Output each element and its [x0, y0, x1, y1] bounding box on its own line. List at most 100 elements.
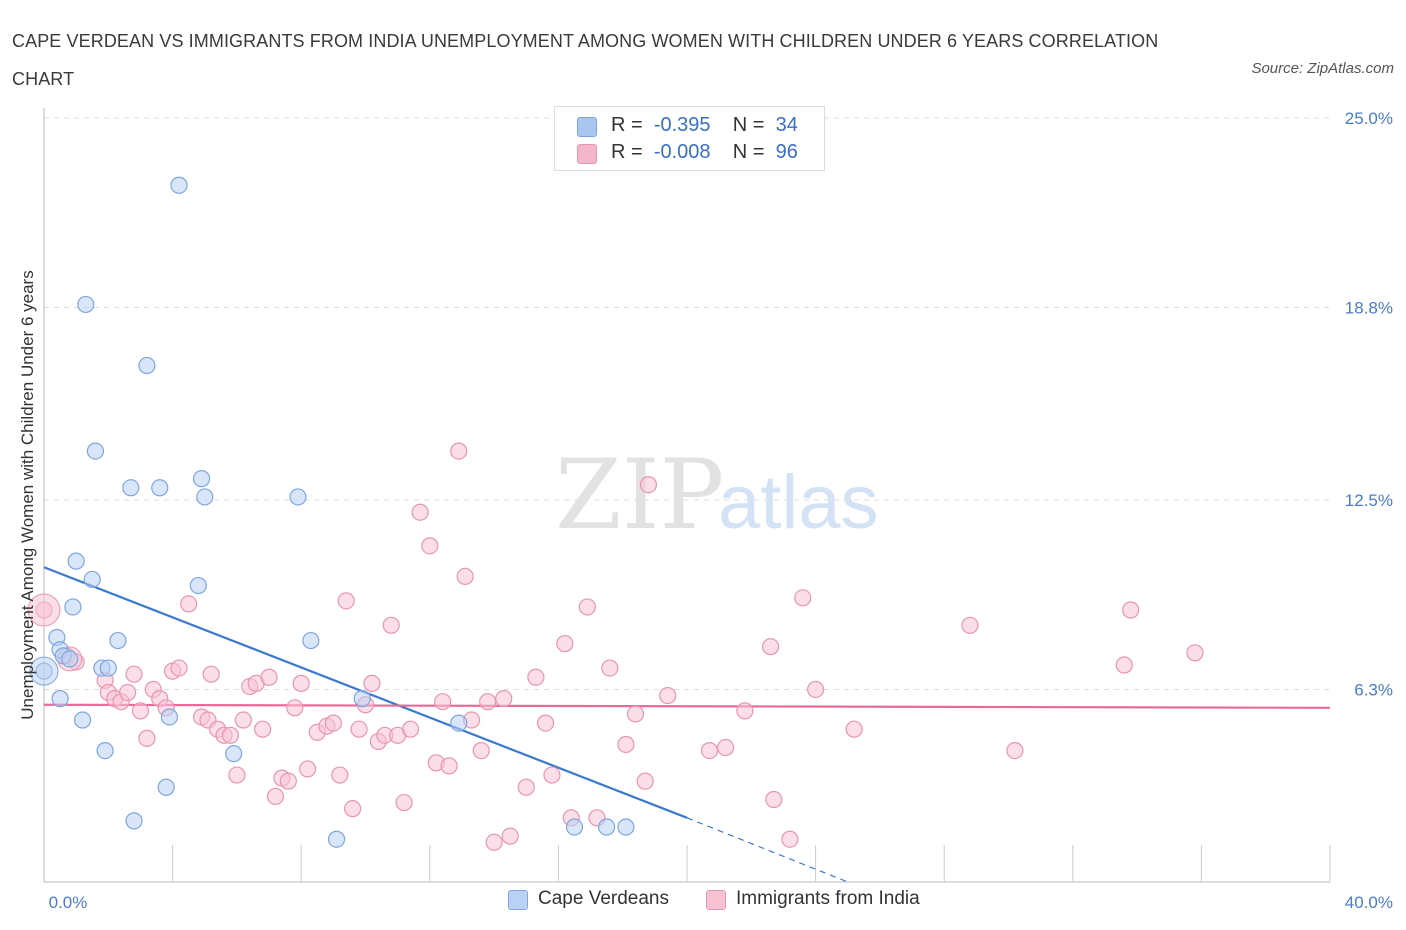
india-point — [170, 659, 188, 677]
cape-point — [598, 818, 616, 836]
cape-point — [61, 650, 79, 668]
india-point — [716, 738, 735, 757]
legend-r-value: -0.008 — [653, 141, 711, 163]
india-point — [324, 714, 342, 732]
india-point — [1186, 644, 1204, 662]
cape-point — [450, 714, 468, 732]
india-point — [450, 442, 468, 460]
cape-point — [99, 659, 117, 677]
cape-point — [157, 778, 175, 796]
india-point — [337, 592, 355, 610]
india-point — [543, 766, 561, 784]
bottom-legend-swatch-cape — [508, 890, 528, 910]
cape-point — [617, 818, 635, 836]
india-point — [202, 665, 220, 683]
india-point — [527, 668, 545, 686]
cape-point — [64, 598, 82, 616]
india-point — [395, 793, 413, 812]
india-point — [556, 635, 574, 653]
bottom-legend-label-india: Immigrants from India — [736, 888, 920, 909]
india-point — [479, 693, 497, 711]
cape-point — [353, 690, 371, 708]
india-point — [601, 659, 619, 677]
cape-point — [196, 488, 214, 506]
india-point — [472, 741, 490, 760]
cape-point — [289, 488, 307, 506]
india-point — [617, 735, 635, 754]
legend-n-value: 96 — [775, 141, 798, 163]
india-point — [299, 760, 317, 778]
india-point — [292, 674, 310, 692]
india-point — [639, 476, 658, 494]
cape-point — [138, 356, 156, 375]
cape-point — [73, 711, 92, 729]
india-point — [495, 690, 513, 708]
india-point — [700, 741, 719, 760]
bottom-legend-swatch-india — [706, 890, 726, 910]
india-point — [578, 598, 596, 616]
legend: R = -0.395 N = 34 R = -0.008 N = 96 — [554, 106, 825, 171]
india-point — [794, 589, 812, 607]
india-point — [411, 503, 429, 521]
cape-point — [189, 576, 207, 595]
india-point — [254, 720, 272, 738]
x-tick-label-min: 0.0% — [49, 893, 88, 912]
india-point — [845, 720, 863, 738]
india-point — [363, 674, 381, 692]
india-point — [421, 537, 439, 555]
legend-n-label: N = — [732, 141, 765, 163]
legend-r-value: -0.395 — [653, 114, 711, 136]
india-point — [736, 702, 754, 720]
india-point-large — [27, 593, 61, 627]
x-tick-label-max: 40.0% — [1345, 893, 1393, 912]
chart-title: CAPE VERDEAN VS IMMIGRANTS FROM INDIA UN… — [12, 31, 1159, 89]
watermark-zip: ZIP — [555, 439, 724, 551]
india-point — [636, 772, 654, 790]
legend-r-label: R = — [611, 141, 643, 163]
cape-point — [67, 552, 85, 570]
india-point — [118, 683, 137, 702]
india-point — [228, 766, 246, 784]
trend-line-cape-verdeans — [43, 566, 848, 883]
india-point — [279, 772, 297, 790]
india-point — [485, 833, 503, 851]
cape-point — [96, 741, 114, 760]
cape-point — [109, 631, 127, 650]
cape-point — [77, 295, 95, 314]
legend-n-label: N = — [732, 114, 765, 136]
trend-line-immigrants-india — [43, 703, 1331, 709]
cape-point — [302, 631, 320, 650]
india-point — [260, 668, 278, 686]
cape-point — [83, 570, 101, 589]
cape-point — [565, 818, 584, 836]
india-point — [761, 638, 780, 656]
india-point — [456, 567, 474, 586]
india-point — [1122, 601, 1140, 619]
chart-source: Source: ZipAtlas.com — [1251, 60, 1394, 77]
india-point — [125, 665, 143, 683]
india-point — [659, 686, 677, 705]
india-point — [350, 720, 368, 738]
tick-labels: 6.3% 12.5% 18.8% 25.0% 0.0% 40.0% — [49, 109, 1393, 912]
india-point — [382, 616, 400, 634]
india-point — [331, 766, 349, 784]
y-tick-label: 18.8% — [1345, 298, 1393, 317]
india-point — [501, 827, 519, 845]
legend-swatch-india — [577, 144, 597, 164]
bottom-legend-label-cape: Cape Verdeans — [538, 888, 669, 909]
points-cape-verdeans — [29, 176, 635, 848]
cape-point — [51, 690, 69, 708]
grid-lines — [44, 117, 1330, 690]
india-point — [221, 726, 240, 744]
cape-point — [122, 479, 140, 497]
legend-r-label: R = — [611, 114, 643, 136]
india-point — [234, 711, 252, 729]
cape-point — [327, 830, 346, 848]
india-point — [1006, 741, 1024, 760]
india-point — [765, 790, 783, 809]
points-immigrants-india — [27, 442, 1204, 851]
cape-point — [125, 812, 143, 830]
cape-point — [151, 479, 169, 497]
india-point — [180, 595, 198, 613]
